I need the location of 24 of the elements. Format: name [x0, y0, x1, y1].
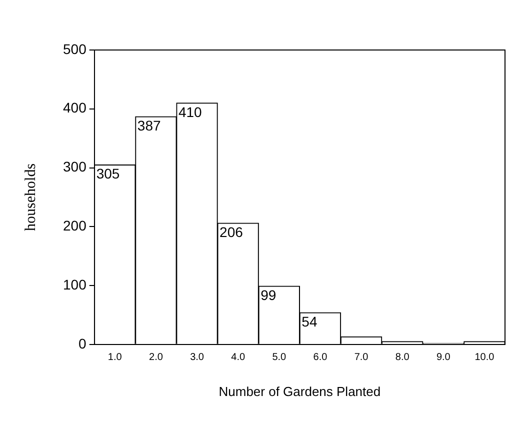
data-label: 206 — [220, 224, 244, 240]
x-tick-label: 3.0 — [190, 352, 204, 364]
x-axis-title: Number of Gardens Planted — [218, 384, 381, 399]
x-tick-label: 2.0 — [149, 352, 164, 364]
y-tick-label: 0 — [78, 335, 87, 352]
x-tick-label: 5.0 — [272, 352, 287, 364]
x-tick-label: 9.0 — [436, 352, 451, 364]
x-tick-label: 8.0 — [395, 352, 410, 364]
data-label: 305 — [96, 166, 120, 182]
y-tick-label: 500 — [63, 40, 87, 57]
y-tick-label: 200 — [63, 218, 87, 234]
x-tick-label: 7.0 — [354, 352, 369, 364]
data-label: 387 — [137, 117, 161, 134]
y-tick-label: 300 — [63, 158, 87, 175]
x-tick-label: 10.0 — [474, 352, 495, 364]
data-label: 410 — [178, 104, 202, 120]
y-tick-label: 100 — [63, 276, 87, 292]
y-axis-title: households — [22, 163, 39, 231]
x-tick-label: 4.0 — [231, 352, 246, 364]
x-tick-label: 6.0 — [313, 352, 328, 364]
data-label: 99 — [260, 286, 276, 303]
x-tick-label: 1.0 — [108, 352, 122, 364]
y-tick-label: 400 — [63, 100, 87, 116]
data-label: 54 — [302, 313, 318, 330]
